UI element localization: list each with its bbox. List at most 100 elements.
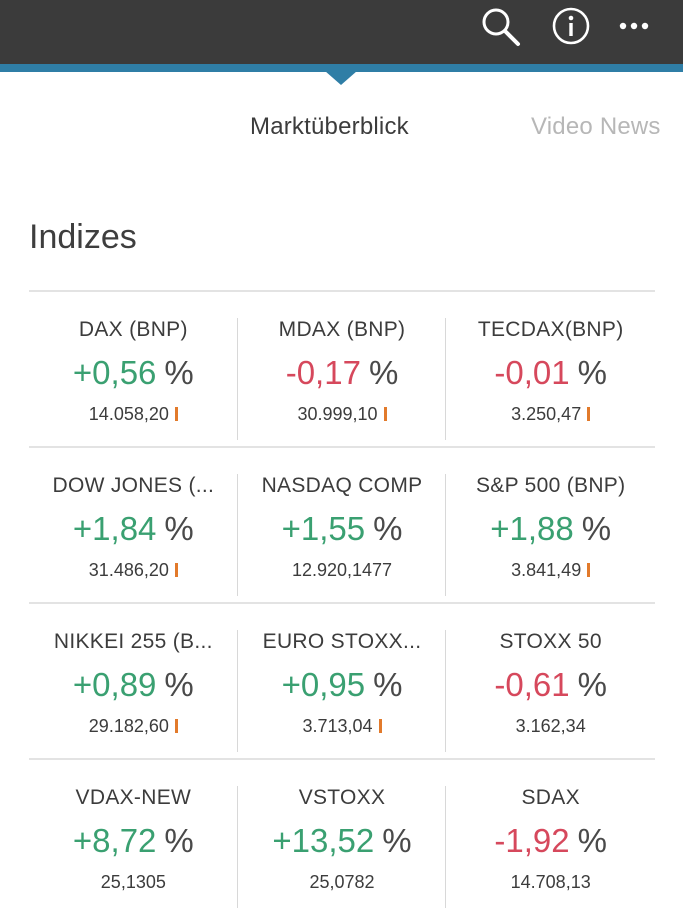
index-value: 3.162,34 [515, 716, 586, 736]
column-divider [236, 630, 238, 752]
index-value-line: 3.250,47 [446, 404, 655, 425]
percent-sign: % [164, 822, 194, 859]
change-value: +0,89 [72, 666, 157, 703]
percent-sign: % [373, 666, 403, 703]
index-value-line: 29.182,60 [29, 716, 238, 737]
percent-sign: % [577, 822, 607, 859]
index-value-line: 14.708,13 [446, 872, 655, 893]
index-name: S&P 500 (BNP) [475, 474, 626, 497]
column-divider [445, 318, 447, 440]
index-change: -1,92% [446, 822, 655, 860]
index-row: NIKKEI 255 (B... +0,89% 29.182,60 EURO STOX… [29, 604, 655, 760]
index-value-line: 14.058,20 [29, 404, 238, 425]
index-change: +13,52% [238, 822, 447, 860]
index-tile[interactable]: NASDAQ COMP +1,55% 12.920,1477 [238, 448, 447, 602]
index-name: NASDAQ COMP [261, 474, 423, 497]
status-marker [174, 407, 178, 421]
percent-sign: % [382, 822, 412, 859]
more-icon[interactable] [612, 4, 656, 48]
index-value: 31.486,20 [88, 560, 169, 580]
index-value: 29.182,60 [88, 716, 169, 736]
top-bar [0, 0, 683, 64]
index-name: STOXX 50 [499, 630, 602, 653]
index-tile[interactable]: STOXX 50 -0,61% 3.162,34 [446, 604, 655, 758]
index-change: -0,61% [446, 666, 655, 704]
index-change: +0,89% [29, 666, 238, 704]
index-name: DOW JONES (... [52, 474, 215, 497]
column-divider [236, 786, 238, 908]
info-icon[interactable] [549, 4, 593, 48]
change-value: +0,56 [72, 354, 157, 391]
index-value-line: 3.162,34 [446, 716, 655, 737]
index-tile[interactable]: S&P 500 (BNP) +1,88% 3.841,49 [446, 448, 655, 602]
index-value: 25,1305 [100, 872, 166, 892]
index-tile[interactable]: VSTOXX +13,52% 25,0782 [238, 760, 447, 916]
accent-bar [0, 64, 683, 72]
column-divider [445, 474, 447, 596]
index-value-line: 31.486,20 [29, 560, 238, 581]
status-marker [378, 719, 382, 733]
percent-sign: % [164, 354, 194, 391]
index-value: 3.250,47 [511, 404, 582, 424]
index-value-line: 12.920,1477 [238, 560, 447, 581]
index-value-line: 25,0782 [238, 872, 447, 893]
index-value-line: 25,1305 [29, 872, 238, 893]
status-marker [174, 563, 178, 577]
change-value: +1,88 [490, 510, 574, 547]
status-marker [174, 719, 178, 733]
change-value: -1,92 [494, 822, 570, 859]
change-value: -0,17 [285, 354, 361, 391]
index-change: -0,01% [446, 354, 655, 392]
percent-sign: % [164, 666, 194, 703]
percent-sign: % [368, 354, 399, 391]
tab-video-news[interactable]: Video News [531, 113, 661, 140]
change-value: +1,84 [72, 510, 157, 547]
index-value: 30.999,10 [297, 404, 378, 424]
column-divider [445, 630, 447, 752]
index-change: +8,72% [29, 822, 238, 860]
index-change: -0,17% [238, 354, 447, 392]
index-name: MDAX (BNP) [278, 318, 406, 341]
index-value: 3.713,04 [302, 716, 373, 736]
index-name: EURO STOXX... [262, 630, 422, 653]
index-tile[interactable]: DOW JONES (... +1,84% 31.486,20 [29, 448, 238, 602]
index-tile[interactable]: TECDAX(BNP) -0,01% 3.250,47 [446, 292, 655, 446]
change-value: -0,61 [494, 666, 570, 703]
change-value: -0,01 [494, 354, 570, 391]
index-name: VSTOXX [298, 786, 386, 809]
index-value-line: 3.841,49 [446, 560, 655, 581]
index-tile[interactable]: EURO STOXX... +0,95% 3.713,04 [238, 604, 447, 758]
index-row: VDAX-NEW +8,72% 25,1305 VSTOXX +13,52% 25,078… [29, 760, 655, 916]
change-value: +1,55 [281, 510, 366, 547]
index-tile[interactable]: MDAX (BNP) -0,17% 30.999,10 [238, 292, 447, 446]
section-title: Indizes [29, 218, 137, 256]
index-tile[interactable]: SDAX -1,92% 14.708,13 [446, 760, 655, 916]
index-row: DOW JONES (... +1,84% 31.486,20 NASDAQ COMP… [29, 448, 655, 604]
change-value: +0,95 [281, 666, 366, 703]
index-name: TECDAX(BNP) [477, 318, 624, 341]
index-value: 12.920,1477 [291, 560, 393, 580]
percent-sign: % [577, 666, 607, 703]
tab-marktueberblick[interactable]: Marktüberblick [250, 113, 409, 140]
percent-sign: % [581, 510, 612, 547]
indices-grid: DAX (BNP) +0,56% 14.058,20 MDAX (BNP) -0,17%… [29, 290, 655, 916]
percent-sign: % [164, 510, 194, 547]
index-name: SDAX [521, 786, 580, 809]
index-change: +0,95% [238, 666, 447, 704]
status-marker [587, 563, 591, 577]
index-tile[interactable]: NIKKEI 255 (B... +0,89% 29.182,60 [29, 604, 238, 758]
index-name: NIKKEI 255 (B... [53, 630, 213, 653]
search-icon[interactable] [478, 4, 522, 48]
index-change: +0,56% [29, 354, 238, 392]
index-change: +1,88% [446, 510, 655, 548]
index-row: DAX (BNP) +0,56% 14.058,20 MDAX (BNP) -0,17%… [29, 292, 655, 448]
index-tile[interactable]: VDAX-NEW +8,72% 25,1305 [29, 760, 238, 916]
status-marker [587, 407, 591, 421]
change-value: +8,72 [72, 822, 157, 859]
active-tab-pointer [325, 71, 357, 85]
column-divider [236, 318, 238, 440]
index-value: 14.708,13 [510, 872, 591, 892]
index-value: 3.841,49 [511, 560, 582, 580]
column-divider [445, 786, 447, 908]
index-tile[interactable]: DAX (BNP) +0,56% 14.058,20 [29, 292, 238, 446]
